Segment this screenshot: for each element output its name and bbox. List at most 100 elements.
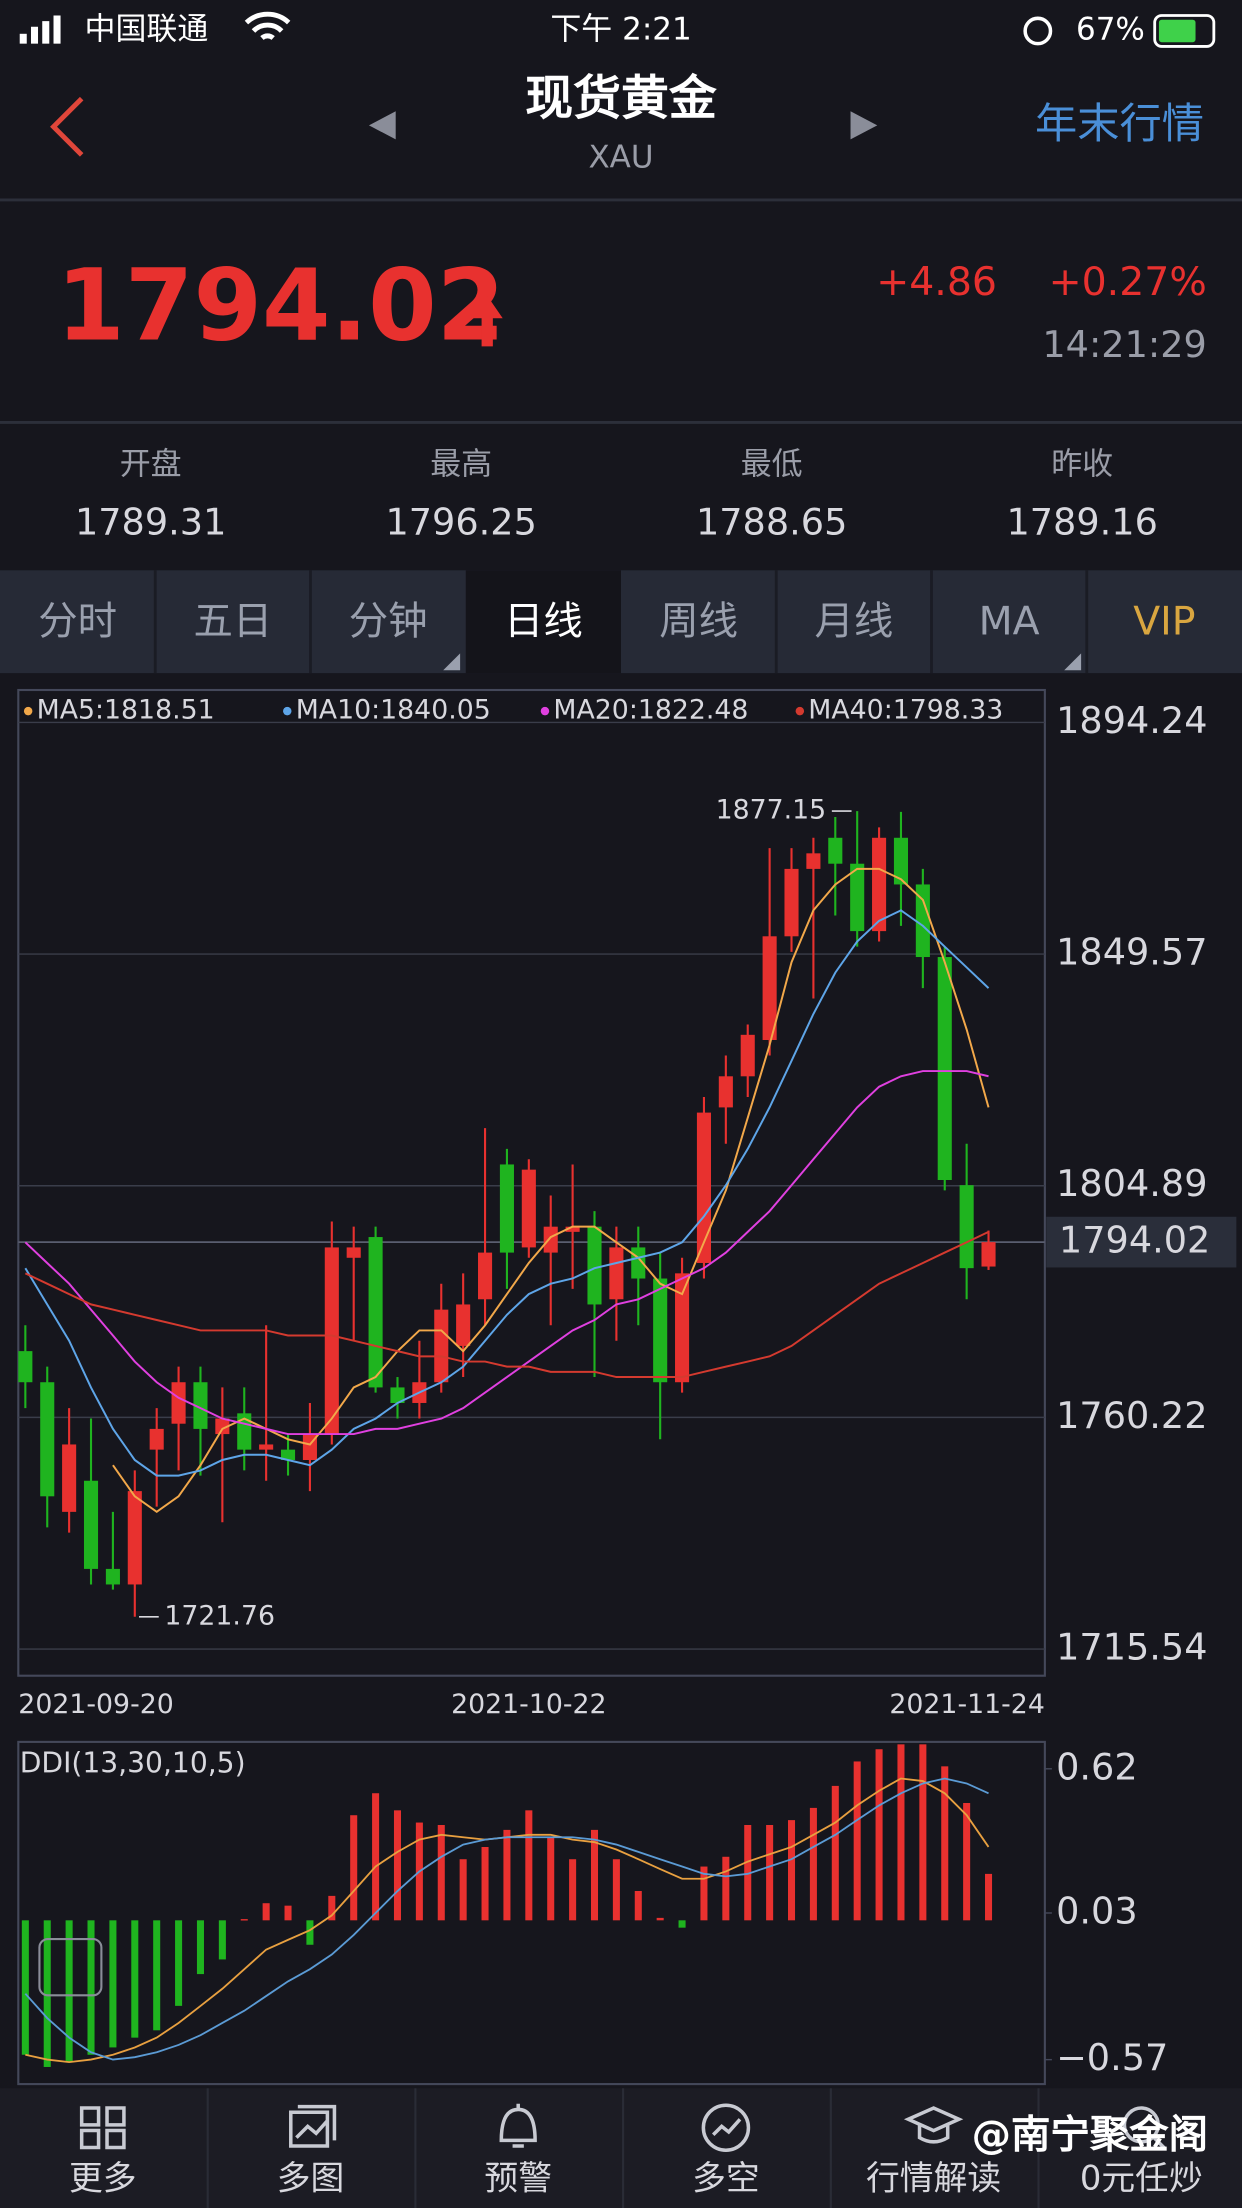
ddi-bar [722, 1856, 730, 1921]
nav-label[interactable]: 预警 [484, 2158, 552, 2197]
candle-body [696, 1112, 711, 1263]
y-tick-label: 0.62 [1056, 1745, 1138, 1788]
tab[interactable]: 分时 [38, 598, 117, 644]
prev-button[interactable] [368, 111, 396, 140]
ddi-bar [481, 1846, 489, 1921]
bottom-nav: 更多 多图 预警 多空 行情解读 0元任炒 [0, 2088, 1242, 2208]
candle-body [346, 1247, 361, 1258]
ddi-bar [459, 1859, 467, 1921]
header: 现货黄金 XAU 年末行情 [50, 71, 1204, 176]
legend-dot [283, 706, 292, 716]
ddi-bar [941, 1766, 949, 1921]
signal-bar [19, 33, 27, 44]
nav-label[interactable]: 行情解读 [866, 2158, 1001, 2197]
active-tab [465, 570, 621, 674]
candle-body [193, 1382, 208, 1429]
y-tick-label: 1849.57 [1056, 931, 1207, 974]
nav-icon [903, 2106, 964, 2144]
x-tick-label: 2021-10-22 [451, 1689, 606, 1720]
ddi-bar [590, 1829, 599, 1921]
back-button[interactable] [50, 96, 84, 157]
candle-body [543, 1226, 558, 1253]
current-price-label: 1794.02 [1059, 1219, 1210, 1262]
candle-body [390, 1387, 405, 1403]
tab[interactable]: 分钟 [349, 598, 428, 644]
signal-bar [42, 21, 50, 44]
ddi-bar [87, 1920, 95, 2055]
ddi-bar [196, 1920, 204, 1975]
quote: 1794.02 +4.86 +0.27% 14:21:29 [56, 249, 1206, 365]
candle-body [521, 1169, 536, 1248]
nav-label[interactable]: 0元任炒 [1080, 2158, 1203, 2197]
candle-body [83, 1480, 99, 1569]
candle-body [368, 1237, 383, 1388]
candle-body [62, 1444, 77, 1512]
nav-label[interactable]: 多空 [692, 2158, 760, 2197]
subtitle: XAU [588, 140, 653, 176]
y-tick-label: −0.57 [1056, 2036, 1168, 2079]
tab[interactable]: 周线 [659, 598, 738, 644]
nav-icon [289, 2104, 337, 2148]
y-tick-label: 1760.22 [1056, 1394, 1207, 1437]
legend-label: MA40:1798.33 [808, 695, 1003, 726]
year-end-link[interactable]: 年末行情 [1035, 99, 1204, 148]
ddi-bar [700, 1866, 708, 1921]
carrier: 中国联通 [84, 11, 208, 47]
legend-dot [23, 706, 33, 716]
ddi-bar [678, 1920, 686, 1928]
tab[interactable]: 五日 [193, 598, 272, 644]
tab[interactable]: 日线 [504, 598, 583, 644]
nav-label[interactable]: 更多 [69, 2158, 137, 2197]
candle-body [718, 1076, 733, 1108]
candle-body [806, 853, 821, 869]
ddi-bar [919, 1744, 927, 1921]
legend-dot [540, 706, 550, 716]
nav-icon [79, 2106, 126, 2150]
x-tick-label: 2021-11-24 [889, 1689, 1044, 1720]
nav-icon [1122, 2106, 1167, 2151]
float-button[interactable] [38, 1937, 103, 1997]
ddi-bar [262, 1903, 270, 1921]
ddi-bar [744, 1824, 752, 1921]
candle-body [215, 1418, 230, 1435]
ddi-bar [284, 1905, 292, 1921]
ddi-bar [875, 1749, 883, 1921]
legend-label: MA10:1840.05 [296, 695, 491, 726]
ddi-bar [853, 1761, 861, 1921]
candle-body [149, 1428, 164, 1450]
stats: 开盘 1789.31 最高 1796.25 最低 1788.65 昨收 1789.16 [75, 447, 1158, 544]
tab[interactable]: MA [979, 598, 1040, 644]
candle-body [850, 863, 865, 932]
candle-body [762, 936, 777, 1041]
nav-label[interactable]: 多图 [277, 2158, 345, 2197]
legend-label: MA20:1822.48 [553, 695, 748, 726]
ddi-line [24, 1777, 989, 2061]
candle-body [740, 1034, 755, 1077]
ma-line [24, 909, 990, 1477]
candle-body [280, 1449, 296, 1461]
ddi-bar [547, 1837, 555, 1921]
last-price: 1794.02 [56, 249, 505, 363]
ddi-bar [153, 1920, 161, 2031]
candle-body [784, 868, 799, 937]
watermark: @南宁聚金阁 [972, 2112, 1208, 2158]
title: 现货黄金 [525, 71, 717, 126]
tab[interactable]: VIP [1133, 598, 1195, 644]
next-button[interactable] [850, 111, 878, 140]
indicator-title: DDI(13,30,10,5) [20, 1746, 246, 1779]
tab-dropdown [1064, 653, 1082, 671]
ddi-chart: DDI(13,30,10,5) 0.62 0.03 −0.57 [17, 1740, 1168, 2086]
candle-body [609, 1247, 624, 1300]
quote-time: 14:21:29 [1042, 323, 1206, 366]
ddi-bar [897, 1744, 905, 1921]
battery-fill [1158, 19, 1196, 43]
ddi-bar [963, 1803, 971, 1921]
ddi-bar [437, 1824, 445, 1921]
stat-label: 昨收 [1051, 447, 1113, 483]
battery-level: 67% [1076, 11, 1145, 47]
ddi-bar [831, 1785, 839, 1921]
candle-body [259, 1444, 274, 1450]
candle-body [675, 1273, 690, 1383]
tab[interactable]: 月线 [814, 598, 893, 644]
candle-body [105, 1568, 120, 1585]
